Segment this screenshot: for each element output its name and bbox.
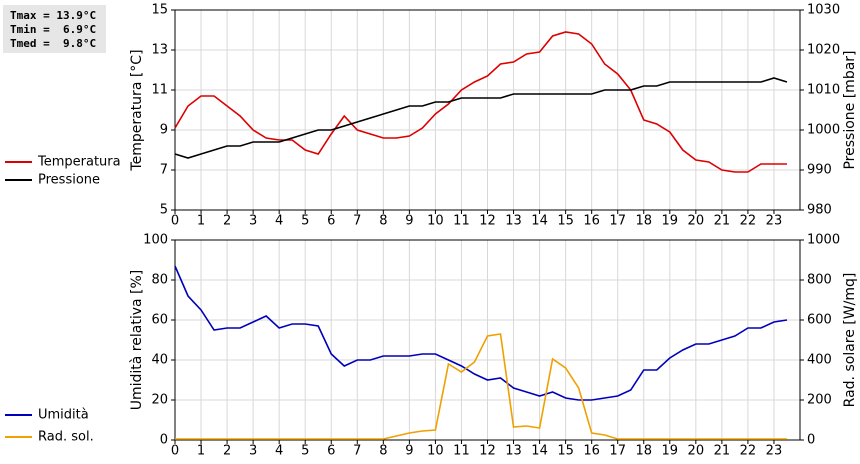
x-tick-label: 16 [583,214,600,229]
x-tick-label: 7 [353,214,361,229]
series-line [174,31,787,173]
x-tick-label: 15 [557,444,574,459]
x-tick-label: 1 [197,214,205,229]
y-tick-label: 20 [151,393,168,408]
x-tick-label: 23 [766,444,783,459]
x-tick-label: 5 [301,444,309,459]
y-tick-label: 11 [151,83,168,98]
x-tick-label: 18 [635,444,652,459]
y-tick-label: 7 [160,163,168,178]
y-axis-label: Umidità relativa [%] [129,270,145,411]
y-tick-label: 80 [151,273,168,288]
stat: Tmed = 9.8°C [10,37,96,50]
x-tick-label: 6 [327,444,335,459]
legend-label: Temperatura [37,155,121,170]
x-tick-label: 3 [249,214,257,229]
x-tick-label: 13 [505,444,522,459]
x-tick-label: 0 [171,444,179,459]
y2-tick-label: 800 [807,273,832,288]
y2-tick-label: 1000 [807,123,840,138]
x-tick-label: 2 [223,444,231,459]
x-tick-label: 11 [453,444,470,459]
x-tick-label: 8 [379,444,387,459]
y2-axis-label: Rad. solare [W/mq] [842,273,858,408]
x-tick-label: 16 [583,444,600,459]
y2-axis-label: Pressione [mbar] [842,50,858,169]
y-tick-label: 60 [151,313,168,328]
y2-tick-label: 400 [807,353,832,368]
x-tick-label: 21 [714,444,731,459]
x-tick-label: 22 [740,444,757,459]
x-tick-label: 6 [327,214,335,229]
legend-label: Umidità [38,408,89,423]
x-tick-label: 17 [609,214,626,229]
y2-tick-label: 990 [807,163,832,178]
stat: Tmin = 6.9°C [10,23,96,36]
x-tick-label: 15 [557,214,574,229]
y2-tick-label: 980 [807,203,832,218]
x-tick-label: 5 [301,214,309,229]
plot-frame [174,9,801,211]
y-tick-label: 13 [151,43,168,58]
y2-tick-label: 1000 [807,233,840,248]
y2-tick-label: 0 [807,433,815,448]
x-tick-label: 12 [479,444,496,459]
x-tick-label: 9 [405,444,413,459]
y2-tick-label: 600 [807,313,832,328]
x-tick-label: 9 [405,214,413,229]
x-tick-label: 18 [635,214,652,229]
y-tick-label: 0 [160,433,168,448]
x-tick-label: 13 [505,214,522,229]
x-tick-label: 22 [740,214,757,229]
y-axis-label: Temperatura [°C] [129,49,145,171]
x-tick-label: 12 [479,214,496,229]
plot-frame [174,239,801,441]
x-tick-label: 14 [531,444,548,459]
x-tick-label: 1 [197,444,205,459]
x-tick-label: 7 [353,444,361,459]
y-tick-label: 15 [151,3,168,18]
x-tick-label: 19 [662,444,679,459]
x-tick-label: 14 [531,214,548,229]
y2-tick-label: 1030 [807,3,840,18]
y-tick-label: 5 [160,203,168,218]
x-tick-label: 20 [688,214,705,229]
x-tick-label: 21 [714,214,731,229]
y-tick-label: 9 [160,123,168,138]
series-line [174,77,788,159]
x-tick-label: 17 [609,444,626,459]
stat: Tmax = 13.9°C [10,9,96,22]
x-tick-label: 23 [766,214,783,229]
stats-box [3,5,106,53]
x-tick-label: 4 [275,214,283,229]
y-tick-label: 40 [151,353,168,368]
x-tick-label: 10 [427,444,444,459]
legend-label: Rad. sol. [38,430,94,445]
x-tick-label: 11 [453,214,470,229]
y2-tick-label: 1020 [807,43,840,58]
y2-tick-label: 200 [807,393,832,408]
x-tick-label: 4 [275,444,283,459]
x-tick-label: 8 [379,214,387,229]
series-line [175,333,787,440]
y-tick-label: 100 [143,233,168,248]
legend-label: Pressione [38,173,100,188]
x-tick-label: 2 [223,214,231,229]
x-tick-label: 19 [662,214,679,229]
x-tick-label: 0 [171,214,179,229]
series-line [174,265,788,401]
x-tick-label: 20 [688,444,705,459]
x-tick-label: 10 [427,214,444,229]
y2-tick-label: 1010 [807,83,840,98]
x-tick-label: 3 [249,444,257,459]
